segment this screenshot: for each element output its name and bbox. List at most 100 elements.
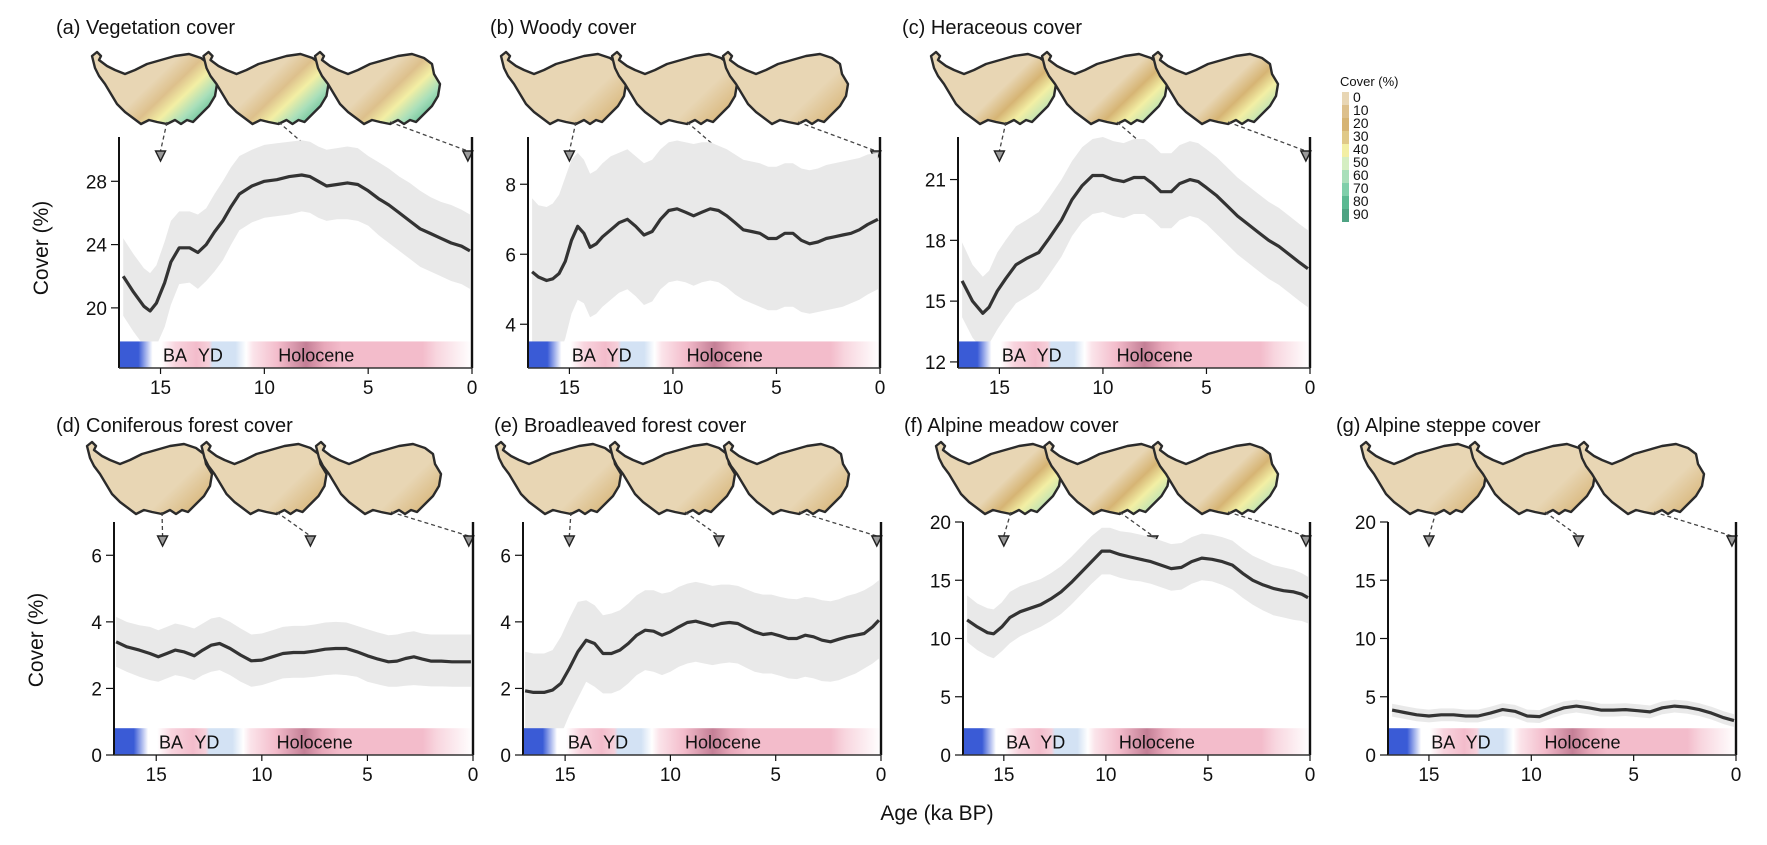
- x-tick-label: 15: [555, 765, 576, 786]
- map-pointer-arrow-icon: [993, 150, 1006, 163]
- map-pointer-line: [1653, 511, 1733, 537]
- plateau-outline: [1359, 440, 1488, 516]
- y-tick-label: 0: [500, 746, 511, 767]
- plateau-map: [610, 50, 739, 126]
- x-tick-label: 5: [1201, 378, 1212, 399]
- uncertainty-band: [525, 580, 879, 749]
- y-tick-label: 0: [91, 746, 102, 767]
- legend-level-label: 80: [1353, 193, 1369, 209]
- panel-title: (f) Alpine meadow cover: [904, 415, 1119, 437]
- map-pointer-line: [568, 511, 572, 537]
- legend-swatch: [1342, 209, 1349, 222]
- plateau-outline: [1040, 50, 1169, 126]
- map-pointer-arrow-icon: [563, 150, 576, 163]
- plateau-map: [608, 440, 737, 516]
- map-pointer-line: [568, 121, 577, 152]
- panel-title: (e) Broadleaved forest cover: [494, 415, 747, 437]
- legend-swatch: [1342, 170, 1349, 183]
- y-tick-label: 20: [86, 299, 107, 320]
- legend-swatch: [1342, 183, 1349, 196]
- panel-c: (c) Heraceous cover BA YD Holocene 12 15 18 21 1…: [902, 17, 1315, 399]
- x-tick-label: 10: [660, 765, 681, 786]
- plateau-map: [929, 50, 1058, 126]
- plateau-map: [1151, 440, 1280, 516]
- x-tick-label: 15: [1418, 765, 1439, 786]
- legend-level-label: 50: [1353, 154, 1369, 170]
- x-tick-label: 5: [1203, 765, 1214, 786]
- y-tick-label: 15: [1355, 571, 1376, 592]
- map-pointer-arrow-icon: [304, 535, 317, 548]
- y-tick-label: 12: [925, 353, 946, 374]
- plateau-map: [721, 50, 850, 126]
- map-pointer-line: [1227, 121, 1307, 152]
- period-label-yd: YD: [1040, 733, 1065, 753]
- y-axis-label-bottom: Cover (%): [25, 593, 48, 688]
- x-tick-label: 5: [362, 765, 373, 786]
- x-tick-label: 0: [468, 765, 479, 786]
- y-tick-label: 2: [500, 679, 511, 700]
- y-tick-label: 15: [930, 571, 951, 592]
- map-pointer-arrow-icon: [563, 535, 576, 548]
- mean-line: [1391, 704, 1735, 723]
- legend-swatch: [1342, 118, 1349, 131]
- period-label-ba: BA: [1431, 733, 1455, 753]
- plateau-map: [313, 50, 442, 126]
- map-pointer-line: [798, 511, 877, 537]
- y-tick-label: 4: [505, 315, 516, 336]
- legend-level-label: 20: [1353, 115, 1369, 131]
- period-bar: [963, 728, 1310, 755]
- map-pointer-arrow-icon: [461, 150, 474, 163]
- mean-line: [115, 640, 471, 664]
- legend-swatch: [1342, 131, 1349, 144]
- y-tick-label: 4: [500, 613, 511, 634]
- x-tick-label: 0: [875, 378, 886, 399]
- y-tick-label: 24: [86, 236, 108, 257]
- panel-g: (g) Alpine steppe cover BA YD Holocene 0 5 10 1…: [1336, 415, 1741, 786]
- period-label-ba: BA: [163, 346, 187, 366]
- plateau-map: [90, 50, 219, 126]
- plateau-outline: [1151, 440, 1280, 516]
- legend-swatch: [1342, 144, 1349, 157]
- period-label-holocene: Holocene: [1119, 733, 1195, 753]
- y-tick-label: 5: [940, 688, 951, 709]
- plateau-map: [934, 440, 1063, 516]
- y-tick-label: 0: [940, 746, 951, 767]
- period-label-holocene: Holocene: [1544, 733, 1620, 753]
- period-bar: [523, 728, 881, 755]
- plateau-map: [85, 440, 214, 516]
- x-tick-label: 5: [363, 378, 374, 399]
- x-tick-label: 10: [251, 765, 272, 786]
- period-label-yd: YD: [1466, 733, 1491, 753]
- period-bar: [958, 341, 1310, 368]
- map-pointer-arrow-icon: [462, 535, 475, 548]
- plateau-outline: [1043, 440, 1171, 516]
- map-pointer-line: [684, 511, 720, 537]
- map-pointer-arrow-icon: [870, 535, 883, 548]
- map-pointer-line: [276, 511, 311, 537]
- period-bar: [119, 341, 472, 368]
- map-pointer-arrow-icon: [156, 535, 169, 548]
- legend-swatch: [1342, 157, 1349, 170]
- map-pointer-arrow-icon: [1725, 535, 1739, 548]
- plateau-map: [1151, 50, 1280, 126]
- plateau-map: [1577, 440, 1706, 516]
- plateau-map: [1040, 50, 1169, 126]
- y-tick-label: 5: [1365, 688, 1376, 709]
- uncertainty-band: [1392, 699, 1734, 727]
- x-tick-label: 10: [662, 378, 683, 399]
- mean-line: [960, 173, 1309, 315]
- plateau-outline: [90, 50, 219, 126]
- plateau-outline: [1577, 440, 1706, 516]
- map-pointer-arrow-icon: [1299, 150, 1312, 163]
- plateau-outline: [610, 50, 739, 126]
- x-tick-label: 15: [993, 765, 1014, 786]
- x-tick-label: 5: [1628, 765, 1639, 786]
- plateau-outline: [313, 50, 442, 126]
- period-bar: [1388, 728, 1736, 755]
- map-pointer-line: [797, 121, 877, 152]
- panel-e: (e) Broadleaved forest cover BA YD Holocene…: [494, 415, 886, 786]
- plateau-map: [314, 440, 443, 516]
- legend-level-label: 40: [1353, 141, 1369, 157]
- map-pointer-arrow-icon: [154, 150, 167, 163]
